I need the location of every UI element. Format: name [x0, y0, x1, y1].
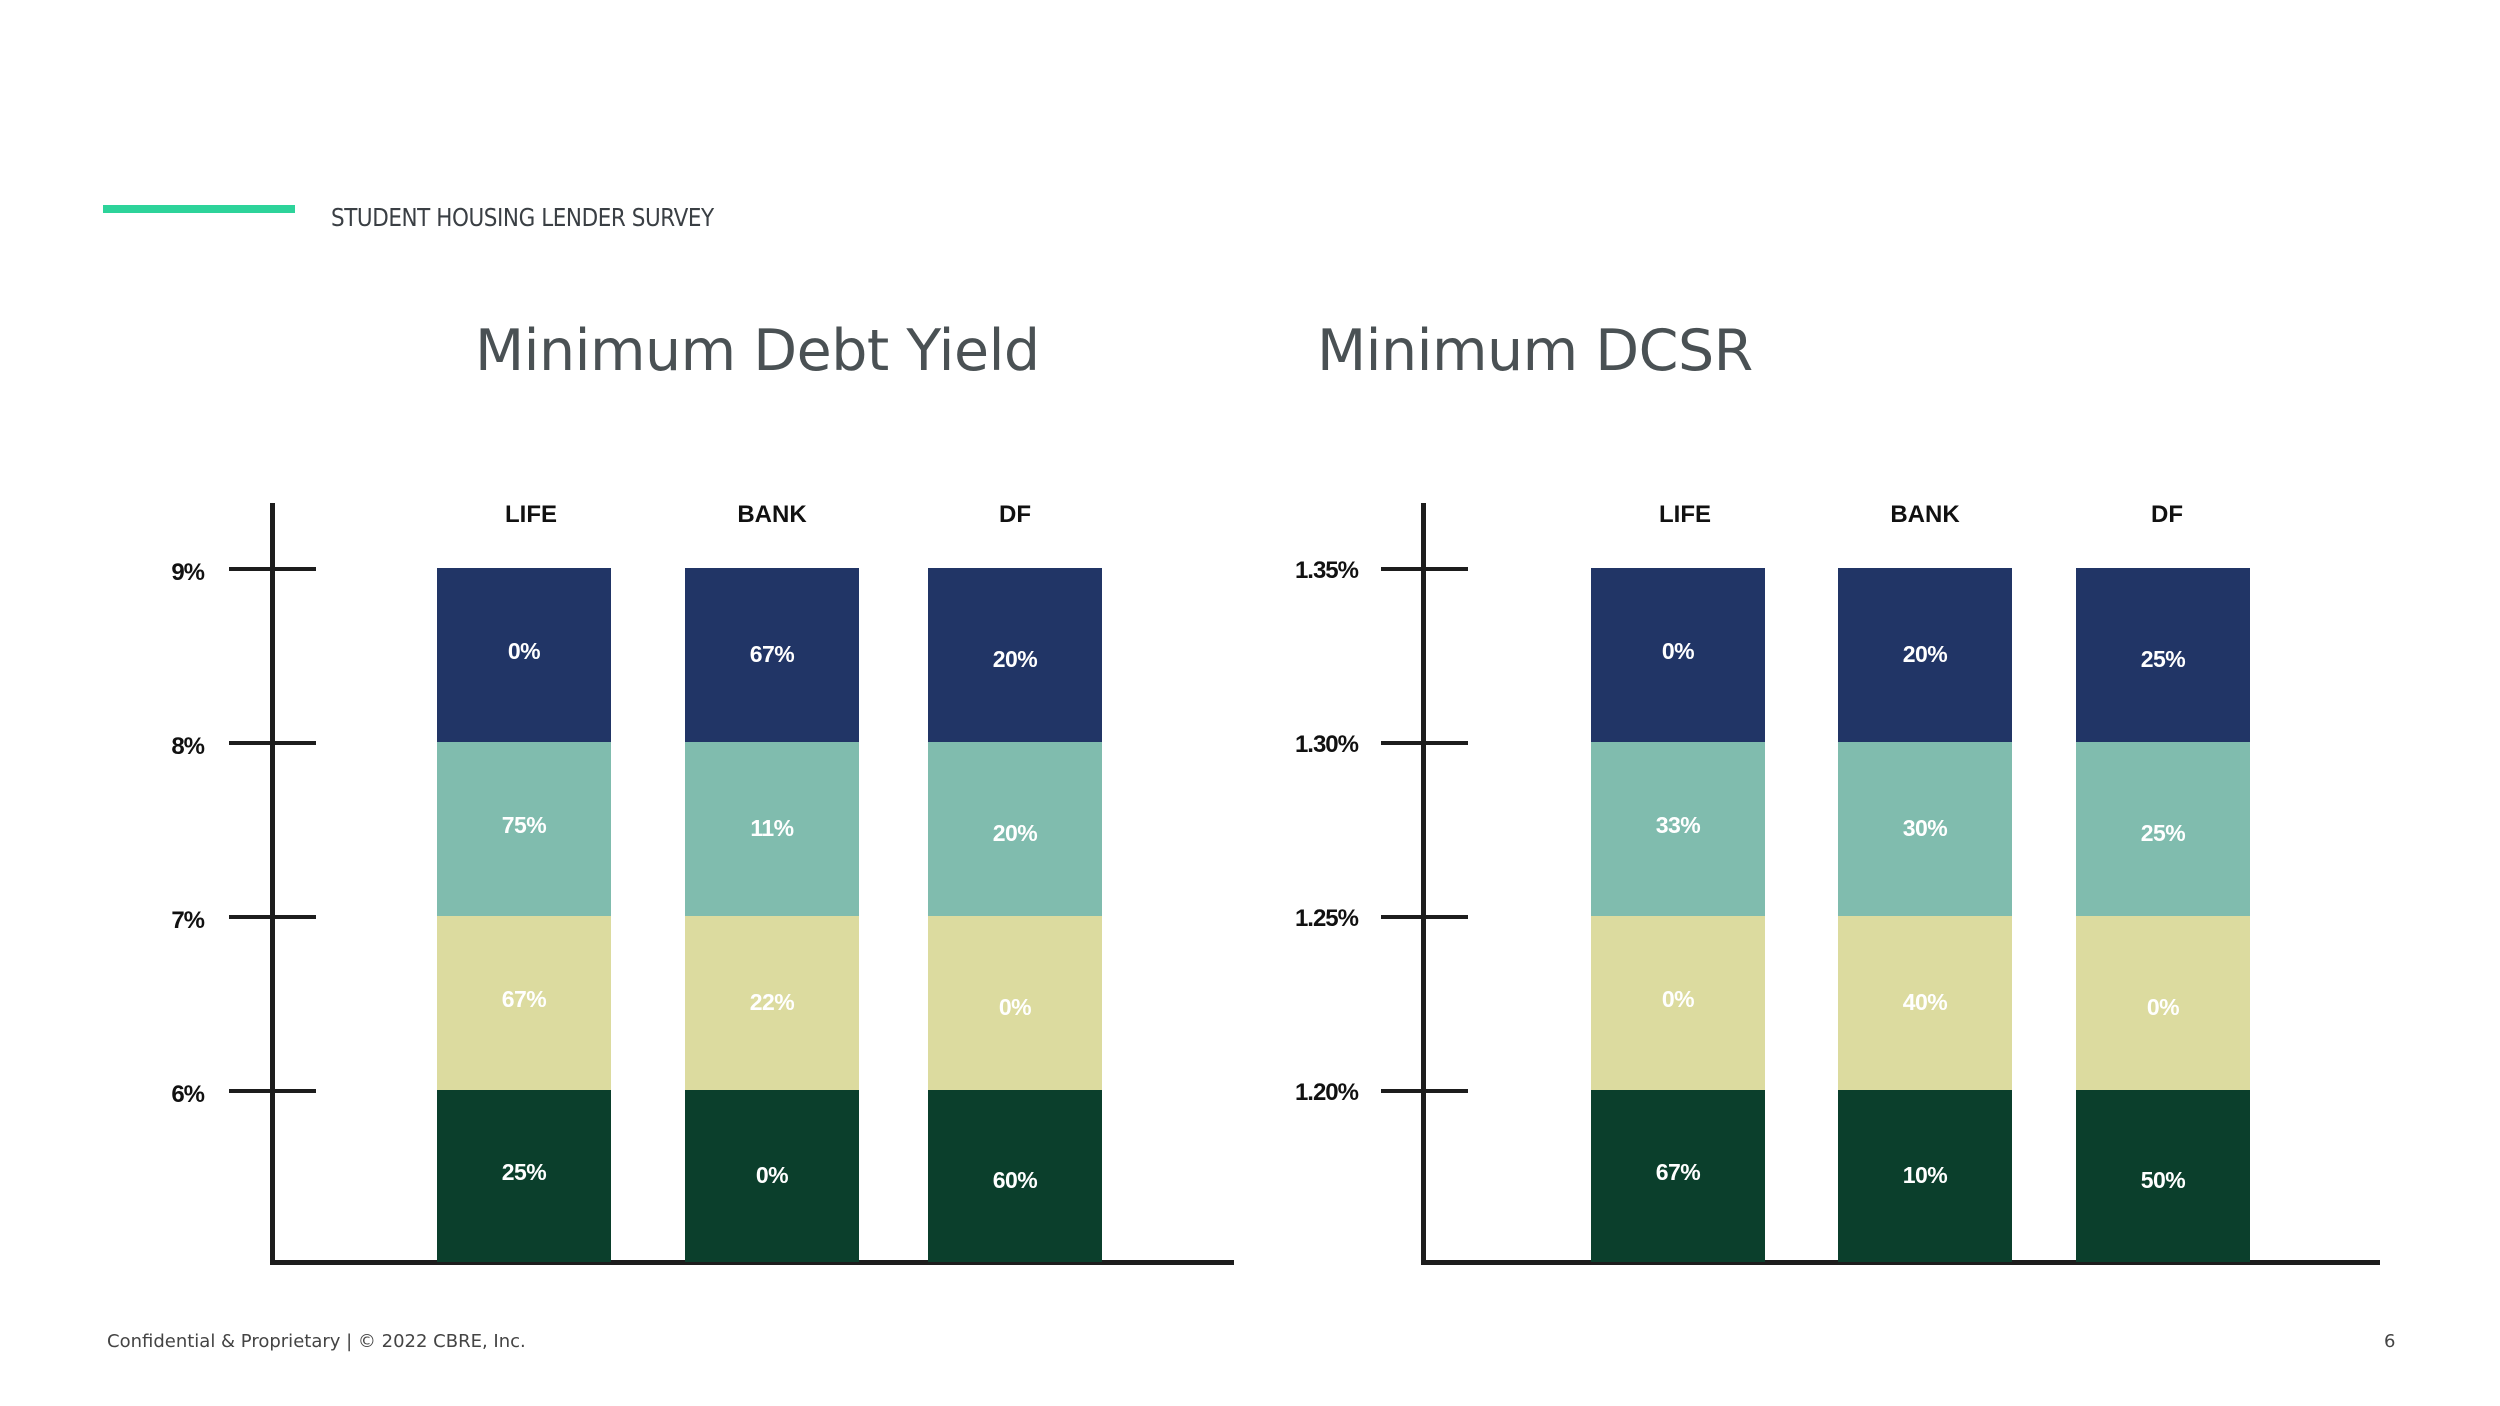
bar-segment: 25%: [2076, 742, 2250, 916]
bar-segment: 67%: [685, 568, 859, 742]
y-axis: [270, 503, 275, 1265]
y-tick: [229, 915, 316, 919]
bar-segment: 0%: [928, 916, 1102, 1090]
bar-segment: 20%: [1838, 568, 2012, 742]
segment-value: 10%: [1902, 1161, 1948, 1188]
bar-segment: 20%: [928, 568, 1102, 742]
bar-segment: 25%: [437, 1090, 611, 1262]
bar-segment: 20%: [928, 742, 1102, 916]
segment-value: 22%: [749, 988, 795, 1015]
y-tick-label: 1.30%: [1294, 731, 1359, 758]
chart-title: Minimum Debt Yield: [475, 318, 1040, 384]
segment-value: 25%: [2140, 819, 2186, 846]
bar-segment: 67%: [1591, 1090, 1765, 1262]
y-tick-label: 8%: [171, 733, 205, 760]
bar-segment: 67%: [437, 916, 611, 1090]
segment-value: 11%: [750, 814, 794, 841]
segment-value: 0%: [2146, 993, 2180, 1020]
bar-segment: 10%: [1838, 1090, 2012, 1262]
segment-value: 0%: [755, 1161, 789, 1188]
bar-segment: 75%: [437, 742, 611, 916]
segment-value: 0%: [1661, 985, 1695, 1012]
y-tick: [1381, 915, 1468, 919]
bar-segment: 40%: [1838, 916, 2012, 1090]
section-title: STUDENT HOUSING LENDER SURVEY: [331, 203, 714, 232]
y-tick: [229, 567, 316, 571]
y-tick-label: 7%: [171, 907, 205, 934]
segment-value: 20%: [1902, 640, 1948, 667]
segment-value: 0%: [507, 637, 541, 664]
bar-segment: 0%: [437, 568, 611, 742]
bar-segment: 25%: [2076, 568, 2250, 742]
column-label-life: LIFE: [505, 501, 557, 528]
column-label-bank: BANK: [1890, 501, 1960, 528]
segment-value: 67%: [501, 985, 547, 1012]
x-axis: [1421, 1260, 2380, 1265]
segment-value: 33%: [1655, 811, 1701, 838]
y-tick: [1381, 1089, 1468, 1093]
segment-value: 0%: [998, 993, 1032, 1020]
y-tick: [1381, 567, 1468, 571]
y-tick: [229, 741, 316, 745]
page-number: 6: [2384, 1331, 2396, 1352]
segment-value: 67%: [749, 640, 795, 667]
segment-value: 0%: [1661, 637, 1695, 664]
segment-value: 25%: [2140, 645, 2186, 672]
y-tick-label: 1.25%: [1294, 905, 1359, 932]
y-tick-label: 1.20%: [1294, 1079, 1359, 1106]
segment-value: 75%: [501, 811, 547, 838]
bar-segment: 0%: [685, 1090, 859, 1262]
segment-value: 40%: [1902, 988, 1948, 1015]
bar-segment: 60%: [928, 1090, 1102, 1262]
bar-segment: 50%: [2076, 1090, 2250, 1262]
column-label-life: LIFE: [1659, 501, 1711, 528]
bar-segment: 22%: [685, 916, 859, 1090]
chart-title: Minimum DCSR: [1317, 318, 1753, 384]
bar-segment: 0%: [1591, 916, 1765, 1090]
segment-value: 25%: [501, 1158, 547, 1185]
segment-value: 20%: [992, 645, 1038, 672]
column-label-df: DF: [999, 501, 1031, 528]
y-tick-label: 6%: [171, 1081, 205, 1108]
bar-segment: 0%: [1591, 568, 1765, 742]
segment-value: 60%: [992, 1166, 1038, 1193]
y-tick-label: 1.35%: [1294, 557, 1359, 584]
y-tick: [229, 1089, 316, 1093]
y-axis: [1421, 503, 1426, 1265]
segment-value: 30%: [1902, 814, 1948, 841]
x-axis: [270, 1260, 1234, 1265]
column-label-bank: BANK: [737, 501, 807, 528]
y-tick-label: 9%: [171, 559, 205, 586]
segment-value: 50%: [2140, 1166, 2186, 1193]
bar-segment: 33%: [1591, 742, 1765, 916]
y-tick: [1381, 741, 1468, 745]
column-label-df: DF: [2151, 501, 2183, 528]
footer-copyright: Confidential & Proprietary | © 2022 CBRE…: [107, 1331, 526, 1352]
accent-line: [103, 205, 295, 213]
segment-value: 20%: [992, 819, 1038, 846]
bar-segment: 11%: [685, 742, 859, 916]
bar-segment: 0%: [2076, 916, 2250, 1090]
segment-value: 67%: [1655, 1158, 1701, 1185]
bar-segment: 30%: [1838, 742, 2012, 916]
